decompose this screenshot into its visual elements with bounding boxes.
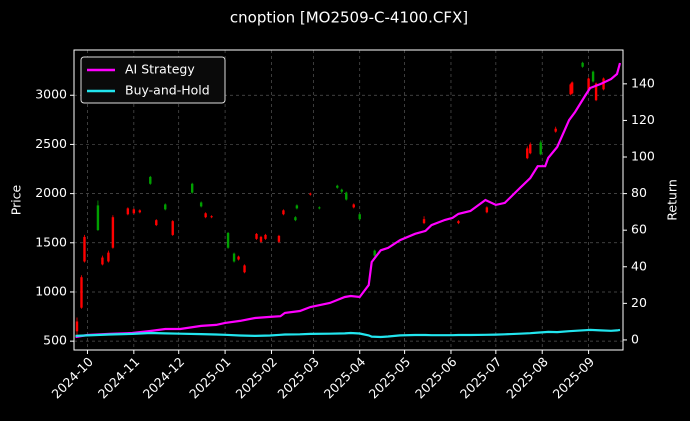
y-tick-label: 2500 [35, 136, 67, 151]
x-tick-label: 2025-08 [503, 354, 551, 402]
candle-body [581, 62, 584, 67]
y-axis-label: Price [9, 184, 24, 215]
candle-body [554, 128, 557, 132]
x-tick-label: 2024-12 [140, 354, 188, 402]
candle-body [226, 232, 230, 248]
x-tick-label: 2025-02 [233, 354, 281, 402]
y2-tick-label: 100 [631, 149, 655, 164]
candle-body [422, 219, 426, 224]
candle-body [264, 234, 267, 239]
candle-body [210, 216, 213, 218]
y2-tick-label: 40 [631, 258, 647, 273]
candle-body [96, 205, 100, 230]
y2-tick-label: 80 [631, 185, 647, 200]
x-tick-label: 2025-09 [550, 354, 598, 402]
candle-body [277, 235, 281, 242]
candle-body [204, 213, 207, 218]
candle-body [138, 210, 142, 213]
candle-body [340, 189, 343, 192]
y2-tick-label: 0 [631, 331, 639, 346]
candle-body [237, 256, 240, 260]
x-tick-label: 2025-03 [274, 354, 322, 402]
candle-body [199, 202, 203, 207]
candle-body [111, 217, 115, 248]
candle-body [101, 257, 104, 265]
legend-label: AI Strategy [125, 62, 195, 77]
candle-body [132, 209, 136, 214]
candle-body [457, 221, 460, 224]
candle-body [255, 233, 258, 239]
candle-body [358, 214, 361, 220]
candle-body [155, 220, 158, 226]
x-tick-label: 2024-10 [49, 354, 97, 402]
candle-body [594, 83, 598, 101]
candle-body [259, 236, 263, 242]
candle-body [373, 250, 376, 256]
legend-label: Buy-and-Hold [125, 83, 210, 98]
x-tick-label: 2025-06 [412, 354, 460, 402]
candle-body [591, 71, 595, 82]
y2-tick-label: 60 [631, 222, 647, 237]
y2-axis-label: Return [665, 179, 680, 220]
x-tick-label: 2024-11 [95, 354, 143, 402]
candle-body [190, 183, 194, 193]
candle-body [352, 204, 355, 208]
candle-body [309, 193, 312, 195]
y-tick-label: 2000 [35, 185, 67, 200]
legend-box [80, 56, 226, 104]
x-tick-label: 2025-07 [457, 354, 505, 402]
plot-frame [73, 49, 624, 351]
candle-body [602, 78, 605, 90]
candle-body [485, 207, 489, 213]
candle-body [171, 221, 174, 235]
candle-body [569, 84, 572, 95]
chart-title: cnoption [MO2509-C-4100.CFX] [230, 9, 468, 27]
candle-body [529, 144, 532, 154]
candle-body [282, 210, 285, 215]
series-line [75, 62, 622, 339]
candle-body [526, 148, 529, 159]
candle-body [80, 277, 83, 308]
candle-body [164, 204, 167, 210]
series-line [75, 328, 621, 339]
candle-body [587, 78, 590, 91]
candle-body [243, 265, 246, 273]
candle-body [75, 321, 79, 332]
x-tick-label: 2025-04 [321, 354, 369, 402]
y2-tick-label: 120 [631, 112, 655, 127]
candle-body [570, 82, 574, 94]
y-tick-label: 1000 [35, 283, 67, 298]
candle-body [294, 217, 297, 221]
x-tick-label: 2025-05 [366, 354, 414, 402]
candle-body [232, 253, 236, 262]
candle-body [539, 142, 542, 155]
y-tick-label: 500 [43, 333, 67, 348]
candle-body [83, 236, 86, 262]
y2-tick-label: 20 [631, 295, 647, 310]
candle-body [345, 192, 348, 200]
y2-tick-label: 140 [631, 75, 655, 90]
y-tick-label: 1500 [35, 234, 67, 249]
candle-body [149, 176, 152, 184]
candle-body [336, 185, 339, 188]
y-tick-label: 3000 [35, 87, 67, 102]
candle-body [126, 208, 130, 215]
candle-body [107, 252, 110, 262]
x-tick-label: 2025-01 [186, 354, 234, 402]
candle-body [318, 207, 321, 209]
candle-body [295, 205, 299, 209]
